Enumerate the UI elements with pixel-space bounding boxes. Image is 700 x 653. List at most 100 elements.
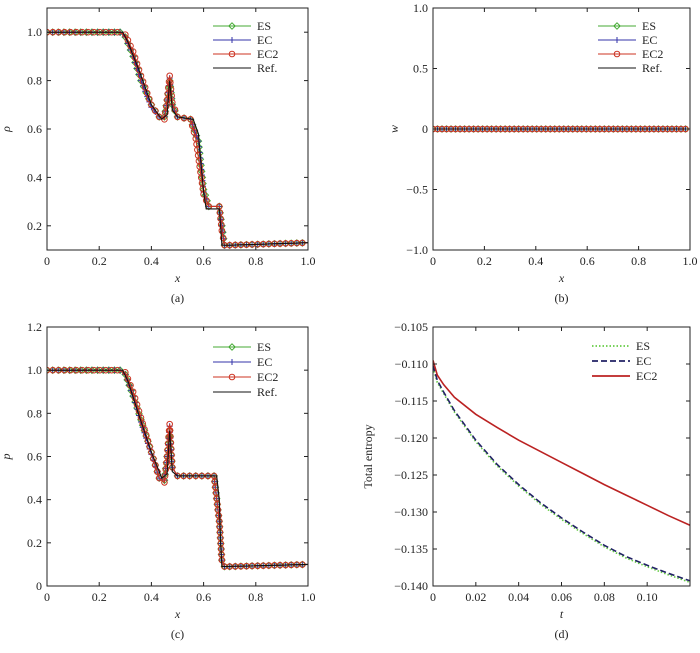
data-point — [163, 453, 171, 460]
data-point — [161, 472, 169, 480]
legend-label: EC2 — [257, 370, 278, 384]
data-point — [82, 28, 91, 37]
x-tick-label: 0 — [430, 590, 436, 604]
y-tick-label: −0.105 — [394, 320, 428, 334]
x-tick-label: 0.4 — [528, 254, 543, 268]
y-tick-label: 0.4 — [27, 170, 42, 184]
legend-label: ES — [642, 19, 656, 33]
data-point — [153, 468, 161, 475]
x-tick-label: 1.0 — [301, 590, 316, 604]
plot-area — [433, 360, 690, 584]
x-tick-label: 0.6 — [580, 254, 595, 268]
y-tick-label: 1.0 — [413, 1, 428, 15]
legend-label: EC — [642, 33, 657, 47]
y-tick-label: 0.8 — [27, 406, 42, 420]
data-point — [135, 66, 143, 74]
y-axis-label: p — [0, 454, 13, 461]
y-tick-label: 0.4 — [27, 493, 42, 507]
y-tick-label: 0 — [422, 122, 428, 136]
x-tick-label: 0.6 — [196, 254, 211, 268]
legend-marker — [613, 22, 621, 30]
series-line-ec2 — [433, 360, 690, 527]
y-tick-label: −0.140 — [394, 579, 428, 593]
legend-label: EC2 — [636, 369, 657, 383]
y-tick-label: 0 — [36, 579, 42, 593]
legend-marker — [229, 359, 235, 365]
data-point — [116, 28, 124, 37]
data-point — [166, 72, 173, 80]
x-tick-label: 1.0 — [301, 254, 316, 268]
x-tick-label: 0.8 — [631, 254, 646, 268]
legend-label: EC — [257, 355, 272, 369]
series-line-ec — [433, 365, 690, 582]
y-tick-label: −0.130 — [394, 505, 428, 519]
legend-label: ES — [257, 340, 271, 354]
chart-panel-3: 0 0.2 0.4 0.6 0.8 1.0 0 0.2 0.4 0.6 0.8 1.0 1.2 x p (c)… — [0, 320, 316, 641]
y-tick-label: −0.115 — [395, 394, 428, 408]
y-tick-label: −0.110 — [395, 357, 428, 371]
plot-area — [47, 366, 308, 571]
y-tick-label: 0.2 — [27, 219, 42, 233]
x-axis-label: t — [560, 607, 564, 621]
data-point — [129, 388, 137, 396]
data-point — [148, 101, 155, 109]
data-point — [133, 401, 141, 409]
series-line-es — [433, 367, 690, 584]
y-tick-label: −0.120 — [394, 431, 428, 445]
legend-label: Ref. — [642, 61, 662, 75]
panel-caption: (d) — [555, 627, 569, 641]
legend-marker — [228, 373, 236, 381]
data-point — [161, 479, 168, 486]
data-point — [218, 227, 226, 234]
x-tick-label: 0 — [430, 254, 436, 268]
series-line-ref — [47, 31, 308, 246]
y-tick-label: 0.5 — [413, 62, 428, 76]
data-point — [166, 420, 173, 428]
data-point — [139, 78, 147, 85]
y-axis-label: ρ — [0, 126, 13, 133]
data-point — [47, 366, 51, 375]
legend-marker — [229, 37, 235, 43]
chart-panel-1: 0 0.2 0.4 0.6 0.8 1.00.20.40.60.81.0xρ(a)ESEC… — [0, 7, 316, 305]
legend-marker — [613, 50, 621, 58]
series-line-ref — [47, 369, 308, 568]
legend-marker — [614, 37, 620, 43]
y-tick-label: 1.0 — [27, 25, 42, 39]
legend-label: EC — [636, 354, 651, 368]
x-tick-label: 0.2 — [92, 254, 107, 268]
x-tick-label: 0.08 — [594, 590, 615, 604]
x-tick-label: 0.2 — [477, 254, 492, 268]
x-tick-label: 0.04 — [508, 590, 529, 604]
legend-label: ES — [257, 19, 271, 33]
data-point — [47, 28, 51, 37]
legend-marker — [228, 50, 236, 58]
x-axis-label: x — [174, 271, 181, 285]
legend-box — [209, 339, 304, 404]
plot-area — [433, 125, 690, 133]
data-point — [110, 366, 119, 375]
panel-caption: (a) — [171, 291, 184, 305]
panel-caption: (b) — [555, 291, 569, 305]
data-point — [146, 443, 153, 450]
legend-label: Ref. — [257, 61, 277, 75]
y-tick-label: −1.0 — [406, 243, 428, 257]
y-tick-label: 0.8 — [27, 74, 42, 88]
chart-panel-4: 0 0.02 0.04 0.06 0.08 0.10 −0.140 −0.135 −0.130 −… — [361, 320, 691, 641]
data-point — [143, 89, 151, 97]
data-point — [93, 366, 102, 375]
series-line-ec2 — [47, 31, 308, 246]
legend-label: ES — [636, 339, 650, 353]
data-point — [131, 394, 139, 402]
data-point — [137, 72, 145, 80]
data-point — [152, 107, 159, 115]
data-point — [190, 128, 198, 136]
x-axis-label: x — [174, 607, 181, 621]
x-tick-label: 0.2 — [92, 590, 107, 604]
x-tick-label: 0.06 — [551, 590, 572, 604]
y-tick-label: 1.2 — [27, 320, 42, 334]
y-tick-label: 0.6 — [27, 450, 42, 464]
